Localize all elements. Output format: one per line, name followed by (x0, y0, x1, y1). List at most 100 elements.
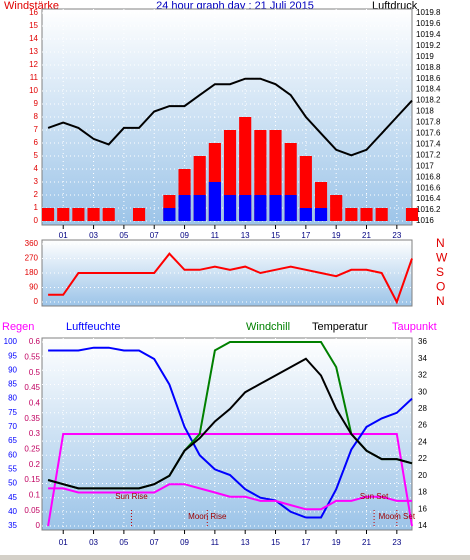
y2-tick-label: 0 (36, 521, 41, 530)
y3-tick-label: 30 (418, 387, 427, 396)
wind-bar (239, 195, 252, 221)
wind-bar (360, 208, 373, 221)
y-tick-label: 16 (29, 8, 38, 17)
y3-tick-label: 20 (418, 471, 427, 480)
wind-bar (72, 208, 85, 221)
x-tick-label: 09 (180, 231, 189, 240)
y-tick-label: 100 (4, 337, 18, 346)
series-line (48, 483, 412, 511)
y3-tick-label: 14 (418, 521, 427, 530)
y-axis-title: Windstärke (4, 0, 59, 12)
y-tick-label: 12 (29, 60, 38, 69)
wind-bar (102, 208, 115, 221)
x-tick-label: 09 (180, 538, 189, 547)
y2-tick-label: 1016 (416, 216, 434, 225)
y-tick-label: 55 (8, 464, 17, 473)
y3-tick-label: 36 (418, 337, 427, 346)
series-line (47, 357, 413, 490)
y-tick-label: 13 (29, 47, 38, 56)
y-tick-label: 90 (8, 365, 17, 374)
y2-tick-label: 1018 (416, 107, 434, 116)
series-line (48, 252, 413, 305)
y-tick-label: 4 (34, 164, 39, 173)
y-tick-label: 40 (8, 507, 17, 516)
x-tick-label: 21 (362, 538, 371, 547)
y2-tick-label: 0.3 (29, 429, 41, 438)
legend-entry: Temperatur (312, 321, 368, 333)
y2-tick-label: N (436, 294, 445, 308)
y-tick-label: 80 (8, 394, 17, 403)
y-tick-label: 45 (8, 493, 17, 502)
wind-bar (314, 208, 328, 221)
y-tick-label: 90 (29, 283, 38, 292)
y3-tick-label: 18 (418, 488, 427, 497)
y3-tick-label: 24 (418, 437, 427, 446)
legend-entry: Taupunkt (392, 321, 437, 333)
wind-bar (208, 182, 221, 221)
y2-tick-label: 1019.8 (416, 8, 441, 17)
y-tick-label: 1 (34, 203, 39, 212)
y2-tick-label: O (436, 280, 445, 294)
y2-tick-label: 1017.4 (416, 139, 441, 148)
y-tick-label: 8 (34, 112, 39, 121)
y-tick-label: 180 (25, 268, 39, 277)
x-tick-label: 19 (332, 231, 341, 240)
x-tick-label: 19 (332, 538, 341, 547)
wind-bar (345, 208, 358, 221)
y3-tick-label: 16 (418, 504, 427, 513)
y-tick-label: 50 (8, 479, 17, 488)
series-line (48, 346, 413, 519)
y-tick-label: 70 (8, 422, 17, 431)
y-tick-label: 60 (8, 450, 17, 459)
x-tick-label: 03 (89, 231, 98, 240)
x-tick-label: 01 (59, 231, 68, 240)
y2-tick-label: 0.15 (24, 475, 40, 484)
y3-tick-label: 34 (418, 354, 427, 363)
wind-bar (299, 208, 312, 221)
y-tick-label: 15 (29, 21, 38, 30)
y-tick-label: 6 (34, 138, 39, 147)
y3-tick-label: 22 (418, 454, 427, 463)
y2-tick-label: 1017.8 (416, 118, 441, 127)
y-tick-label: 9 (34, 99, 39, 108)
annotation: Moom Set (379, 512, 416, 521)
y2-tick-label: 1017 (416, 161, 434, 170)
wind-bar (284, 195, 297, 221)
y2-tick-label: 1018.8 (416, 63, 441, 72)
x-tick-label: 21 (362, 231, 371, 240)
y2-axis-title: Luftdruck (372, 0, 418, 12)
wind-bar (178, 195, 191, 221)
y2-tick-label: 1016.2 (416, 205, 441, 214)
wind-bar (375, 208, 388, 221)
legend-entry: Windchill (246, 321, 290, 333)
legend-entry: Regen (2, 321, 34, 333)
y3-tick-label: 28 (418, 404, 427, 413)
x-tick-label: 07 (150, 231, 159, 240)
y2-tick-label: 0.2 (29, 460, 41, 469)
x-tick-label: 23 (392, 231, 401, 240)
x-tick-label: 17 (301, 231, 310, 240)
x-tick-label: 01 (59, 538, 68, 547)
y-tick-label: 75 (8, 408, 17, 417)
y3-tick-label: 26 (418, 421, 427, 430)
x-tick-label: 11 (211, 538, 220, 547)
wind-bar (405, 208, 419, 221)
y-tick-label: 7 (34, 125, 39, 134)
y2-tick-label: 1018.4 (416, 85, 441, 94)
y2-tick-label: 1018.6 (416, 74, 441, 83)
y-tick-label: 3 (34, 177, 39, 186)
y2-tick-label: 1019.4 (416, 30, 441, 39)
y2-tick-label: 0.45 (24, 383, 40, 392)
y2-tick-label: 0.55 (24, 352, 40, 361)
y2-tick-label: 1019 (416, 52, 434, 61)
y2-tick-label: 0.1 (29, 490, 41, 499)
y2-tick-label: 0.6 (29, 337, 41, 346)
y-tick-label: 5 (34, 151, 39, 160)
x-tick-label: 13 (241, 538, 250, 547)
y2-tick-label: W (436, 251, 448, 265)
y2-tick-label: 1016.6 (416, 183, 441, 192)
annotation: Sun Rise (115, 492, 148, 501)
y3-tick-label: 32 (418, 371, 427, 380)
y-tick-label: 95 (8, 351, 17, 360)
